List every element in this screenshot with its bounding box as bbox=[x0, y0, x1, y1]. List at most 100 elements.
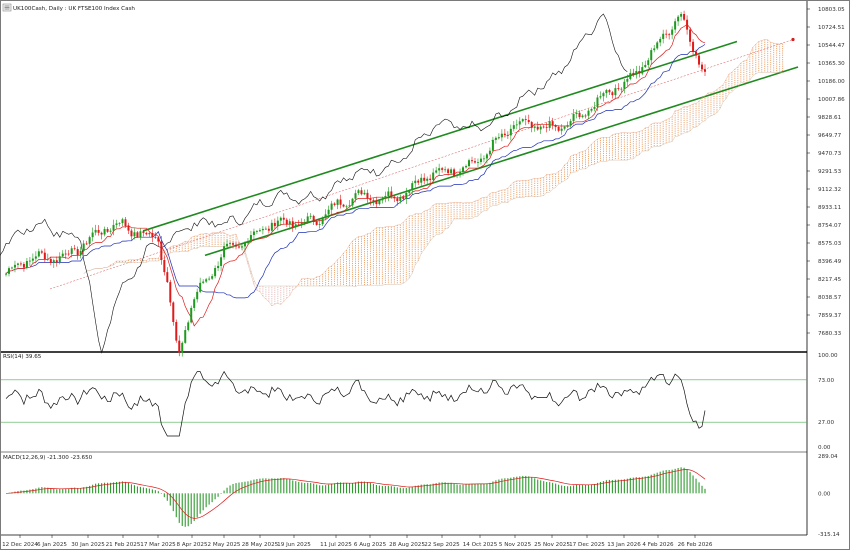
price-tick-label: 10007.86 bbox=[818, 97, 845, 103]
time-tick-label: 28 May 2025 bbox=[242, 542, 279, 548]
candle-body bbox=[40, 251, 43, 253]
candle-body bbox=[217, 265, 220, 269]
candle-body bbox=[533, 126, 536, 128]
candle-body bbox=[121, 219, 124, 224]
candle-body bbox=[692, 41, 695, 52]
symbol-menu-icon[interactable] bbox=[2, 3, 12, 12]
candle-body bbox=[411, 183, 414, 191]
candle-body bbox=[214, 268, 217, 277]
candle-body bbox=[638, 71, 641, 74]
time-axis: 12 Dec 2024 6 Jan 2025 30 Jan 2025 21 Feb 2… bbox=[2, 535, 713, 548]
candle-body bbox=[190, 307, 193, 323]
candle-body bbox=[73, 248, 76, 250]
candle-body bbox=[97, 229, 100, 233]
candle-body bbox=[560, 128, 563, 131]
candle-body bbox=[211, 276, 214, 279]
rsi-tick-label: 100.00 bbox=[818, 353, 838, 359]
candle-body bbox=[444, 169, 447, 171]
candle-body bbox=[61, 253, 64, 257]
candle-body bbox=[515, 124, 518, 126]
macd-tick-label: 289.04 bbox=[818, 454, 838, 460]
candle-body bbox=[473, 161, 476, 163]
candle-body bbox=[5, 273, 7, 275]
price-tick-label: 8396.49 bbox=[818, 259, 842, 265]
price-tick-label: 10724.51 bbox=[818, 25, 845, 31]
candle-body bbox=[575, 112, 578, 115]
candle-body bbox=[324, 214, 327, 219]
candle-body bbox=[240, 246, 243, 248]
trend-forecast-line bbox=[49, 39, 794, 290]
candle-body bbox=[354, 193, 357, 199]
rsi-tick-label: 0.00 bbox=[818, 445, 831, 451]
candle-body bbox=[423, 177, 426, 181]
candle-body bbox=[235, 244, 238, 247]
candle-body bbox=[52, 260, 55, 263]
candle-body bbox=[390, 191, 393, 197]
candle-body bbox=[229, 243, 232, 244]
macd-tick-label: 0.00 bbox=[818, 491, 831, 497]
candle-body bbox=[644, 64, 647, 68]
candle-body bbox=[148, 233, 151, 235]
time-tick-label: 8 Apr 2025 bbox=[176, 542, 207, 548]
price-tick-label: 8575.03 bbox=[818, 241, 842, 247]
candle-body bbox=[208, 278, 211, 280]
candle-body bbox=[49, 258, 52, 263]
candle-body bbox=[34, 256, 37, 259]
candle-body bbox=[22, 264, 25, 268]
candle-body bbox=[671, 29, 674, 35]
candle-body bbox=[178, 340, 181, 353]
candle-body bbox=[465, 166, 468, 168]
candle-body bbox=[267, 228, 270, 231]
candle-body bbox=[64, 253, 67, 255]
candle-body bbox=[587, 110, 590, 116]
candle-body bbox=[695, 51, 698, 56]
price-tick-label: 8754.07 bbox=[818, 223, 842, 229]
candle-body bbox=[653, 48, 656, 51]
candle-body bbox=[602, 93, 605, 97]
candle-body bbox=[336, 199, 339, 205]
candle-body bbox=[704, 69, 706, 72]
kijun-line bbox=[5, 44, 706, 299]
rsi-line bbox=[5, 370, 706, 437]
candle-body bbox=[623, 81, 626, 89]
candle-body bbox=[348, 205, 351, 207]
time-tick-label: 5 Nov 2025 bbox=[499, 542, 532, 548]
price-tick-label: 9291.53 bbox=[818, 169, 842, 175]
candle-body bbox=[468, 160, 471, 167]
candle-body bbox=[369, 198, 372, 201]
time-tick-label: 11 Jul 2025 bbox=[320, 542, 352, 548]
price-tick-label: 9649.77 bbox=[818, 133, 842, 139]
candle-body bbox=[668, 34, 671, 36]
price-tick-label: 9470.73 bbox=[818, 151, 842, 157]
candle-body bbox=[641, 67, 644, 74]
candle-body bbox=[545, 127, 548, 128]
candle-body bbox=[593, 107, 596, 109]
candle-body bbox=[590, 108, 593, 111]
channel-upper-line bbox=[142, 40, 738, 232]
candle-body bbox=[659, 38, 662, 43]
candle-body bbox=[471, 160, 473, 162]
candle-body bbox=[569, 121, 572, 126]
candle-body bbox=[479, 158, 482, 163]
candle-body bbox=[539, 126, 542, 130]
candle-body bbox=[435, 170, 438, 173]
candle-body bbox=[629, 72, 632, 79]
candle-body bbox=[103, 229, 106, 235]
candle-body bbox=[548, 121, 551, 128]
candle-body bbox=[417, 180, 420, 183]
candle-body bbox=[306, 216, 309, 223]
candle-body bbox=[441, 168, 444, 170]
candle-body bbox=[139, 231, 142, 238]
candle-body bbox=[106, 229, 109, 232]
candle-body bbox=[270, 222, 273, 231]
candle-body bbox=[686, 19, 689, 30]
price-tick-label: 10803.05 bbox=[818, 7, 845, 13]
time-tick-label: 22 Sep 2025 bbox=[424, 542, 460, 548]
candle-body bbox=[614, 88, 617, 96]
candle-body bbox=[88, 237, 91, 244]
candle-body bbox=[55, 260, 58, 263]
time-tick-label: 14 Oct 2025 bbox=[463, 542, 498, 548]
channel-lower-line bbox=[204, 66, 799, 257]
candle-body bbox=[261, 228, 264, 231]
candle-body bbox=[563, 126, 566, 129]
